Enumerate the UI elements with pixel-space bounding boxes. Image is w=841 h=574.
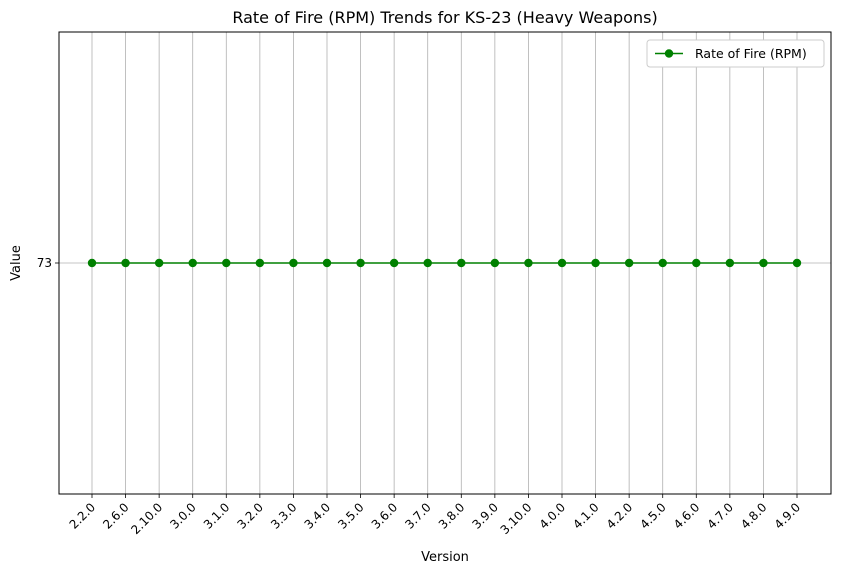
data-point xyxy=(725,258,735,268)
data-point xyxy=(154,258,164,268)
data-point xyxy=(624,258,634,268)
legend-box xyxy=(646,39,825,68)
x-axis-label: Version xyxy=(421,550,469,565)
data-point xyxy=(222,258,231,268)
data-point xyxy=(692,258,701,268)
data-point xyxy=(423,258,432,268)
data-point xyxy=(322,258,332,268)
series-layer xyxy=(87,258,802,268)
data-point xyxy=(759,258,768,268)
data-point xyxy=(792,258,802,268)
legend: Rate of Fire (RPM) xyxy=(646,39,825,68)
y-axis-label: Value xyxy=(9,245,24,281)
data-point xyxy=(188,258,197,268)
data-point xyxy=(591,258,600,268)
chart-title: Rate of Fire (RPM) Trends for KS-23 (Hea… xyxy=(232,8,657,27)
data-point xyxy=(255,258,265,268)
data-point xyxy=(557,258,567,268)
legend-label: Rate of Fire (RPM) xyxy=(695,46,807,61)
y-axis: 73 xyxy=(37,256,59,270)
data-point xyxy=(289,258,298,268)
data-point xyxy=(490,258,500,268)
data-point xyxy=(524,258,533,268)
y-tick-label: 73 xyxy=(37,256,52,270)
data-point xyxy=(87,258,97,268)
data-point xyxy=(356,258,365,268)
data-point xyxy=(121,258,130,268)
data-point xyxy=(658,258,667,268)
legend-marker-swatch xyxy=(664,49,674,58)
data-point xyxy=(457,258,466,268)
data-point xyxy=(389,258,399,268)
